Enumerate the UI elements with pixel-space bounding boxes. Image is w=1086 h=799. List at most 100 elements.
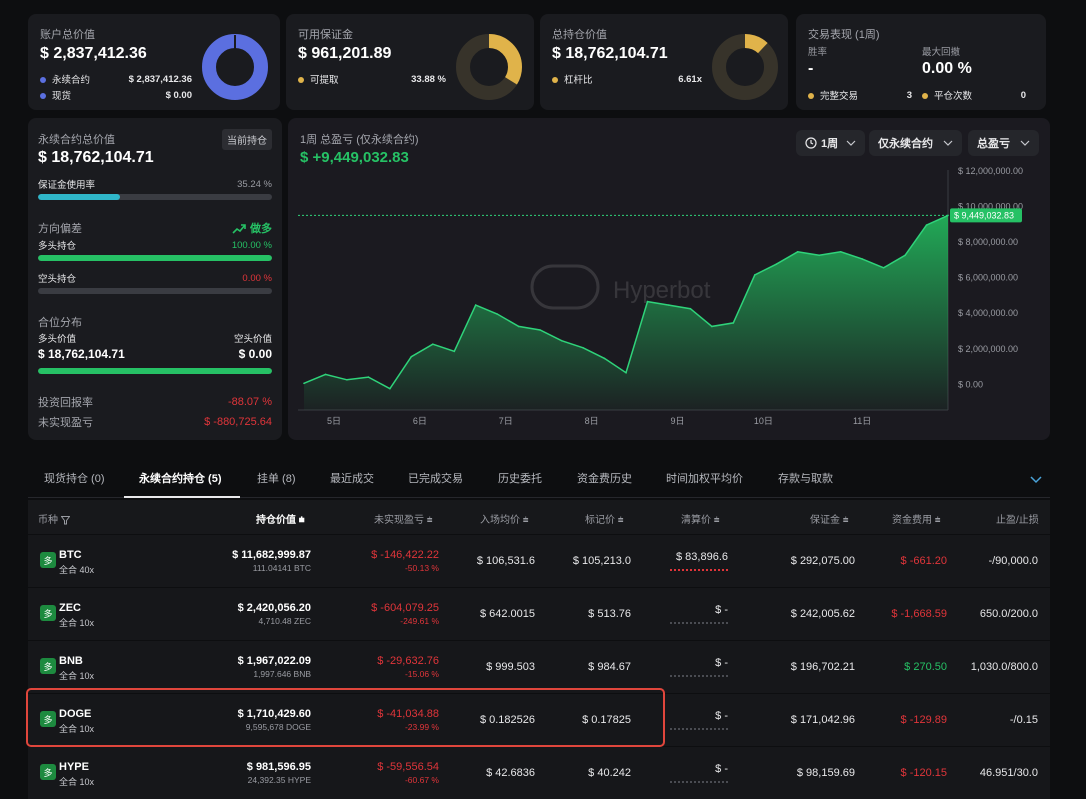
filter-icon[interactable] [60,515,71,525]
coin-name[interactable]: HYPE [59,761,89,773]
direction-value: 做多 [250,223,272,235]
y-tick-label: $ 8,000,000.00 [958,237,1018,247]
collapse-chevron-icon[interactable] [1030,476,1042,484]
col-entry-label: 入场均价 [480,515,520,526]
margin-amount: $ 171,042.96 [790,714,855,726]
chevron-down-icon [943,140,953,146]
coin-mode: 全合 10x [59,618,95,628]
current-position-badge[interactable]: 当前持仓 [222,129,272,150]
tab-perp[interactable]: 永续合约持仓 (5) [139,473,222,485]
tpsl-value[interactable]: -/0.15 [1009,714,1038,726]
x-tick-label: 8日 [585,416,599,426]
col-upnl-label: 未实现盈亏 [374,515,424,526]
col-liq[interactable]: 清算价 ⩧ [681,511,720,526]
long-val-label: 多头价值 [38,334,77,345]
spot-label: 现货 [52,91,72,102]
dist-bar [38,368,272,374]
sort-icon: ⩧ [617,515,624,526]
tab-completed[interactable]: 已完成交易 [408,473,463,485]
tab-recent-fills[interactable]: 最近成交 [330,473,374,485]
tab-order-history[interactable]: 历史委托 [498,473,542,485]
table-row[interactable]: 多 ZEC 全合 10x $ 2,420,056.20 4,710.48 ZEC… [28,588,1050,640]
liq-dots [670,675,728,677]
table-row[interactable]: 多 DOGE 全合 10x $ 1,710,429.60 9,595,678 D… [28,694,1050,746]
coin-name[interactable]: BNB [59,655,83,667]
metric-dropdown[interactable]: 总盈亏 [968,130,1039,156]
position-qty: 111.04141 BTC [252,563,311,573]
data-point [303,382,305,385]
close-label: 平仓次数 [934,91,973,102]
x-tick-label: 11日 [853,416,871,426]
tpsl-value[interactable]: 46.951/30.0 [979,767,1038,779]
data-point [453,350,456,353]
mark-price: $ 40.242 [588,767,631,779]
table-row[interactable]: 多 HYPE 全合 10x $ 981,596.95 24,392.35 HYP… [28,747,1050,799]
tpsl-value[interactable]: 1,030.0/800.0 [970,661,1038,673]
table-row[interactable]: 多 BTC 全合 40x $ 11,682,999.87 111.04141 B… [28,535,1050,587]
tab-bar [28,458,1050,498]
scope-dropdown[interactable]: 仅永续合约 [869,130,962,156]
tab-twap[interactable]: 时间加权平均价 [666,473,743,485]
short-value: 0.00 % [242,272,272,284]
col-entry[interactable]: 入场均价 ⩧ [480,511,529,526]
active-tab-indicator [124,496,240,498]
col-coin[interactable]: 币种 [38,511,71,526]
margin-amount: $ 242,005.62 [790,608,855,620]
perp-value: $ 18,762,104.71 [38,149,154,166]
scope-label: 仅永续合约 [878,138,933,150]
short-val: $ 0.00 [238,347,272,361]
col-upnl[interactable]: 未实现盈亏 ⩧ [374,511,433,526]
col-value[interactable]: 持仓价值 ⩧ [256,511,305,526]
short-row: 空头持仓 0.00 % [38,271,272,286]
tab-spot[interactable]: 现货持仓 (0) [44,473,105,485]
entry-price: $ 42.6836 [486,767,535,779]
close-value: 0 [1020,89,1026,101]
y-tick-label: $ 6,000,000.00 [958,273,1018,283]
coin-name[interactable]: ZEC [59,602,81,614]
perp-title: 永续合约总价值 [38,134,115,146]
tab-orders[interactable]: 挂单 (8) [257,473,296,485]
data-point [496,313,498,315]
x-tick-label: 6日 [413,416,427,426]
tab-funding-history[interactable]: 资金费历史 [577,473,632,485]
col-funding[interactable]: 资金费用 ⩧ [892,511,941,526]
data-point [625,371,627,374]
close-count: 平仓次数 0 [922,88,1026,102]
sort-icon: ⩧ [298,515,305,526]
col-mark[interactable]: 标记价 ⩧ [585,511,624,526]
tpsl-value[interactable]: -/90,000.0 [988,555,1038,567]
sort-icon: ⩧ [934,515,941,526]
upnl-amount: $ -146,422.22 [371,549,439,561]
last-value-tag: $ 9,449,032.83 [950,208,1022,223]
margin-donut [456,34,522,100]
col-tpsl-label: 止盈/止损 [996,515,1039,526]
long-badge-icon: 多 [40,658,56,674]
funding-fee: $ -120.15 [900,767,947,779]
period-dropdown[interactable]: 1周 [796,130,866,156]
withdrawable-item: 可提取 33.88 % [298,72,446,86]
position-qty: 1,997.646 BNB [253,669,311,679]
coin-name[interactable]: DOGE [59,708,92,720]
table-row[interactable]: 多 BNB 全合 10x $ 1,967,022.09 1,997.646 BN… [28,641,1050,693]
trend-up-icon [232,224,246,234]
margin-amount: $ 292,075.00 [790,555,855,567]
coin-mode: 全合 10x [59,724,95,734]
data-point [775,263,778,266]
mark-price: $ 0.17825 [582,714,631,726]
tab-deposits[interactable]: 存款与取款 [778,473,833,485]
coin-name[interactable]: BTC [59,549,82,561]
holding-card: 总持仓价值 $ 18,762,104.71 杠杆比 6.61x [540,14,788,110]
usage-label: 保证金使用率 [38,180,96,191]
x-tick-label: 5日 [327,416,341,426]
col-margin[interactable]: 保证金 ⩧ [810,511,849,526]
funding-fee: $ 270.50 [904,661,947,673]
col-tpsl[interactable]: 止盈/止损 [996,511,1039,526]
long-bar-fill [38,255,272,261]
performance-card: 交易表现 (1周) 胜率 - 最大回撤 0.00 % 完整交易 3 平仓次数 0 [796,14,1046,110]
data-point [925,224,928,226]
winrate-label: 胜率 [808,47,828,58]
highlight-box [26,688,665,747]
short-bar [38,288,272,294]
tpsl-value[interactable]: 650.0/200.0 [979,608,1038,620]
done-trades: 完整交易 3 [808,88,912,102]
